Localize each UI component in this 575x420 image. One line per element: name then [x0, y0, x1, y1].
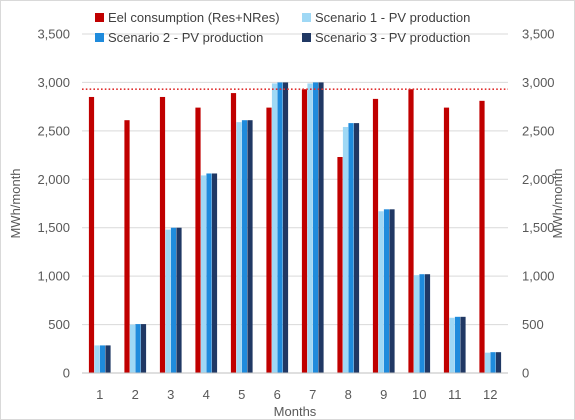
- y-tick-label: 2,000: [37, 172, 70, 187]
- x-tick-label: 2: [132, 387, 139, 402]
- bar-scenario-2-m7: [312, 82, 319, 374]
- legend-swatch: [95, 13, 104, 22]
- bar-scenario-2-m6: [277, 82, 283, 374]
- bars: [88, 82, 502, 374]
- bar-eel-m2: [124, 120, 130, 373]
- bar-eel-m5: [230, 93, 237, 373]
- x-axis-title: Months: [274, 404, 317, 419]
- bar-scenario-1-m12: [484, 352, 491, 373]
- bar-scenario-1-m9: [378, 211, 384, 373]
- bar-eel-m8: [337, 157, 343, 373]
- x-tick-label: 5: [238, 387, 245, 402]
- bar-scenario-2-m1: [99, 345, 106, 373]
- legend-swatch: [302, 33, 311, 42]
- bar-scenario-2-m11: [454, 316, 461, 373]
- y-tick-label: 1,500: [37, 220, 70, 235]
- bar-scenario-3-m6: [282, 82, 289, 374]
- x-tick-label: 11: [448, 387, 462, 402]
- bar-eel-m7: [301, 89, 308, 374]
- y-tick-label: 0: [522, 366, 529, 381]
- legend-swatch: [95, 33, 104, 42]
- bar-scenario-3-m3: [176, 227, 182, 373]
- left-y-axis-title: MWh/month: [8, 168, 23, 238]
- legend-label: Scenario 2 - PV production: [108, 30, 263, 45]
- bar-scenario-3-m10: [424, 274, 431, 373]
- bar-scenario-3-m9: [389, 209, 395, 373]
- bar-scenario-2-m10: [419, 274, 425, 373]
- bar-scenario-3-m4: [211, 173, 218, 373]
- y-tick-label: 1,000: [522, 269, 555, 284]
- bar-eel-m4: [195, 107, 201, 374]
- x-tick-label: 7: [309, 387, 316, 402]
- legend-label: Scenario 1 - PV production: [315, 10, 470, 25]
- bar-eel-m6: [266, 107, 272, 374]
- bar-scenario-2-m4: [206, 173, 212, 373]
- x-tick-label: 9: [380, 387, 387, 402]
- bar-scenario-1-m4: [200, 175, 207, 373]
- bar-scenario-1-m2: [129, 324, 136, 373]
- bar-scenario-2-m3: [170, 227, 177, 373]
- legend-label: Eel consumption (Res+NRes): [108, 10, 280, 25]
- x-tick-label: 3: [167, 387, 174, 402]
- bar-scenario-3-m12: [495, 352, 502, 373]
- legend-swatch: [302, 13, 311, 22]
- y-tick-label: 3,500: [522, 27, 555, 42]
- x-tick-label: 8: [345, 387, 352, 402]
- bar-scenario-3-m8: [353, 123, 360, 373]
- bar-scenario-3-m7: [318, 82, 324, 374]
- gridlines: [82, 33, 508, 326]
- bar-eel-m9: [372, 98, 379, 373]
- y-tick-label: 0: [63, 366, 70, 381]
- y-tick-label: 2,500: [522, 123, 555, 138]
- bar-eel-m11: [443, 107, 450, 374]
- bar-scenario-1-m1: [94, 345, 100, 373]
- bar-scenario-3-m2: [140, 324, 147, 373]
- bar-scenario-1-m6: [271, 83, 278, 374]
- bar-scenario-1-m11: [449, 317, 455, 373]
- y-tick-label: 3,500: [37, 27, 70, 42]
- left-y-axis-ticks: 0 500 1,000 1,500 2,000 2,500 3,000 3,500: [37, 27, 70, 381]
- bar-scenario-1-m10: [413, 275, 420, 373]
- bar-scenario-3-m5: [247, 120, 253, 373]
- right-y-axis-title: MWh/month: [550, 168, 565, 238]
- y-tick-label: 2,000: [522, 172, 555, 187]
- bar-eel-m12: [479, 100, 485, 373]
- bar-scenario-3-m1: [105, 345, 111, 373]
- legend: Eel consumption (Res+NRes) Scenario 1 - P…: [95, 10, 470, 45]
- bar-scenario-1-m8: [342, 126, 349, 373]
- bar-scenario-2-m2: [135, 324, 141, 373]
- bar-eel-m1: [88, 96, 95, 374]
- x-axis-ticks: 1 2 3 4 5 6 7 8 9 10 11 12: [96, 387, 497, 402]
- y-tick-label: 500: [48, 317, 70, 332]
- y-tick-label: 1,500: [522, 220, 555, 235]
- y-tick-label: 3,000: [37, 75, 70, 90]
- bar-scenario-1-m5: [236, 122, 242, 373]
- bar-scenario-1-m3: [165, 229, 171, 373]
- bar-eel-m10: [408, 89, 414, 374]
- y-tick-label: 1,000: [37, 269, 70, 284]
- right-y-axis-ticks: 0 500 1,000 1,500 2,000 2,500 3,000 3,500: [522, 27, 555, 381]
- x-tick-label: 10: [412, 387, 426, 402]
- y-tick-label: 3,000: [522, 75, 555, 90]
- y-tick-label: 2,500: [37, 123, 70, 138]
- bar-eel-m3: [159, 96, 166, 374]
- bar-scenario-3-m11: [460, 316, 466, 373]
- y-tick-label: 500: [522, 317, 544, 332]
- bar-scenario-2-m5: [241, 120, 248, 373]
- bar-scenario-2-m12: [490, 352, 496, 373]
- bar-scenario-2-m8: [348, 123, 354, 373]
- x-tick-label: 1: [96, 387, 103, 402]
- bar-scenario-1-m7: [307, 83, 313, 374]
- x-tick-label: 12: [483, 387, 497, 402]
- bar-scenario-2-m9: [383, 209, 390, 373]
- legend-label: Scenario 3 - PV production: [315, 30, 470, 45]
- x-tick-label: 4: [203, 387, 210, 402]
- x-tick-label: 6: [274, 387, 281, 402]
